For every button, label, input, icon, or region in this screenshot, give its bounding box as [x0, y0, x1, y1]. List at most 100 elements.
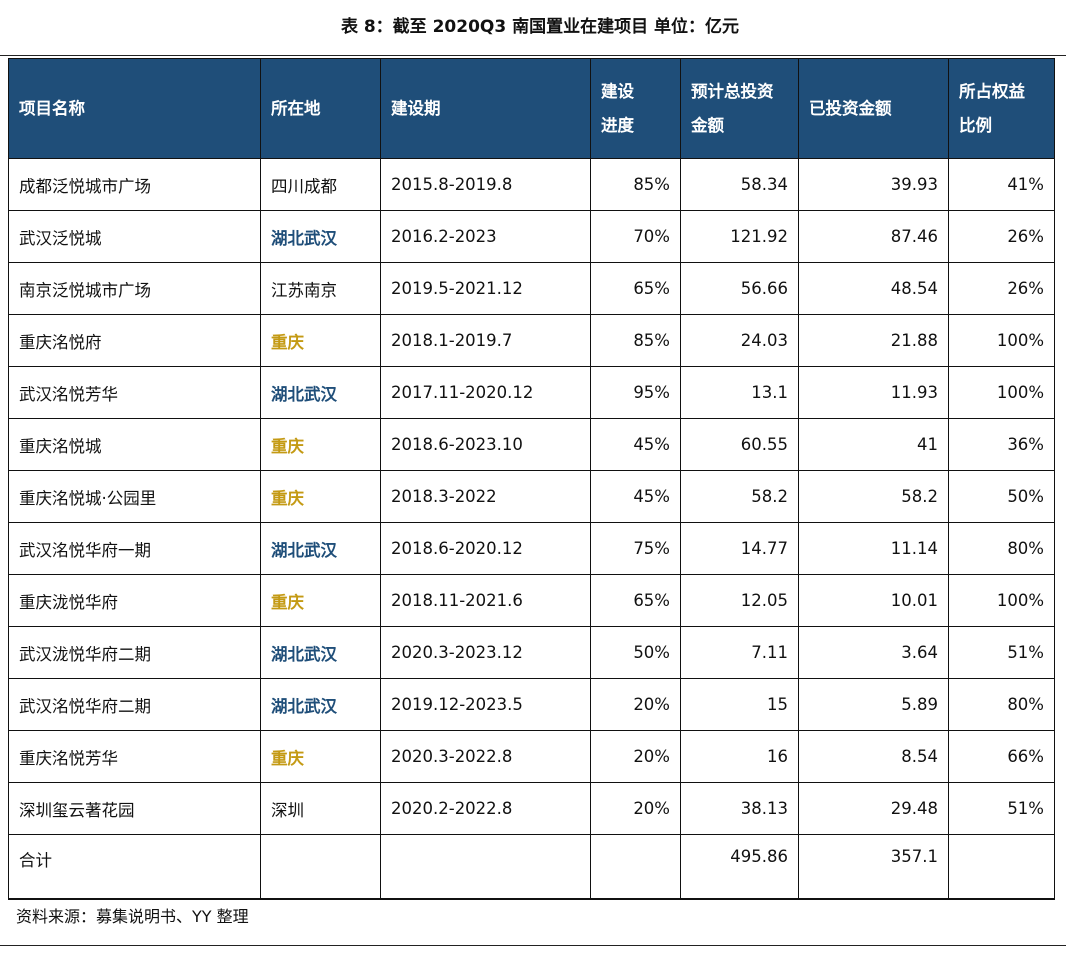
table-cell: 20%: [590, 782, 681, 835]
table-cell: 75%: [590, 522, 681, 575]
table-cell: 8.54: [798, 730, 949, 783]
table-row: 成都泛悦城市广场 四川成都 2015.8-2019.8 85% 58.34 39.93 41…: [8, 158, 1055, 211]
table-cell: 85%: [590, 314, 681, 367]
table-cell: 495.86: [680, 834, 799, 900]
table-cell: 58.34: [680, 158, 799, 211]
table-cell: 2018.3-2022: [380, 470, 591, 523]
header-cell: 建设期: [380, 58, 591, 159]
table-body: 成都泛悦城市广场 四川成都 2015.8-2019.8 85% 58.34 39.93 41…: [8, 158, 1055, 900]
table: 项目名称 所在地 建设期 建设 进度 预计总投资 金额 已投资金额 所占权益 比例 成都泛悦…: [8, 58, 1055, 900]
table-cell: 四川成都: [260, 158, 381, 211]
table-cell: 重庆: [260, 574, 381, 627]
table-cell: 2019.5-2021.12: [380, 262, 591, 315]
table-row: 合计 495.86 357.1: [8, 834, 1055, 900]
table-cell: 武汉洺悦华府二期: [8, 678, 261, 731]
table-cell: 87.46: [798, 210, 949, 263]
table-cell: 武汉洺悦芳华: [8, 366, 261, 419]
table-cell: 51%: [948, 782, 1055, 835]
table-cell: 48.54: [798, 262, 949, 315]
table-cell: 重庆: [260, 418, 381, 471]
table-cell: 2015.8-2019.8: [380, 158, 591, 211]
header-cell: 项目名称: [8, 58, 261, 159]
table-cell: 58.2: [680, 470, 799, 523]
table-cell: 2017.11-2020.12: [380, 366, 591, 419]
table-cell: 重庆洺悦府: [8, 314, 261, 367]
rule: [0, 945, 1066, 946]
table-cell: 2016.2-2023: [380, 210, 591, 263]
table-cell: 58.2: [798, 470, 949, 523]
table-cell: 100%: [948, 574, 1055, 627]
table-cell: 深圳: [260, 782, 381, 835]
table-cell: 重庆: [260, 314, 381, 367]
rule: [0, 55, 1066, 56]
table-cell: 2020.3-2022.8: [380, 730, 591, 783]
table-cell: 45%: [590, 470, 681, 523]
table-row: 重庆洺悦府 重庆 2018.1-2019.7 85% 24.03 21.88 100%: [8, 314, 1055, 367]
header-cell: 建设 进度: [590, 58, 681, 159]
table-cell: 16: [680, 730, 799, 783]
table-cell: 深圳玺云著花园: [8, 782, 261, 835]
table-row: 重庆洺悦芳华 重庆 2020.3-2022.8 20% 16 8.54 66%: [8, 730, 1055, 783]
table-cell: 湖北武汉: [260, 522, 381, 575]
table-cell: 重庆洺悦芳华: [8, 730, 261, 783]
table-cell: 2019.12-2023.5: [380, 678, 591, 731]
table-row: 深圳玺云著花园 深圳 2020.2-2022.8 20% 38.13 29.48 51%: [8, 782, 1055, 835]
table-cell: 41: [798, 418, 949, 471]
table-cell: 65%: [590, 574, 681, 627]
table-cell: 70%: [590, 210, 681, 263]
table-row: 武汉泛悦城 湖北武汉 2016.2-2023 70% 121.92 87.46 26%: [8, 210, 1055, 263]
table-cell: 11.14: [798, 522, 949, 575]
table-cell: 60.55: [680, 418, 799, 471]
table-cell: 50%: [948, 470, 1055, 523]
table-cell: 武汉洺悦华府一期: [8, 522, 261, 575]
table-cell: 20%: [590, 678, 681, 731]
table-cell: 重庆: [260, 470, 381, 523]
table-cell: 12.05: [680, 574, 799, 627]
table-cell: 20%: [590, 730, 681, 783]
table-cell: 11.93: [798, 366, 949, 419]
table-cell: 武汉泛悦城: [8, 210, 261, 263]
table-cell: 26%: [948, 262, 1055, 315]
table-title: 表 8：截至 2020Q3 南国置业在建项目 单位：亿元: [340, 17, 740, 37]
table-cell: 武汉泷悦华府二期: [8, 626, 261, 679]
table-row: 重庆泷悦华府 重庆 2018.11-2021.6 65% 12.05 10.01 100%: [8, 574, 1055, 627]
table-cell: 85%: [590, 158, 681, 211]
table-cell: 29.48: [798, 782, 949, 835]
table-cell: 80%: [948, 522, 1055, 575]
table-cell: 51%: [948, 626, 1055, 679]
table-cell: 湖北武汉: [260, 210, 381, 263]
table-cell: 121.92: [680, 210, 799, 263]
table-cell: 45%: [590, 418, 681, 471]
table-cell: 2018.11-2021.6: [380, 574, 591, 627]
table-cell: 95%: [590, 366, 681, 419]
header-cell: 所占权益 比例: [948, 58, 1055, 159]
table-cell: 重庆: [260, 730, 381, 783]
table-cell: 39.93: [798, 158, 949, 211]
table-cell: 湖北武汉: [260, 626, 381, 679]
table-cell: 357.1: [798, 834, 949, 900]
table-row: 南京泛悦城市广场 江苏南京 2019.5-2021.12 65% 56.66 48.54 2…: [8, 262, 1055, 315]
table-cell: 56.66: [680, 262, 799, 315]
table-cell: 重庆泷悦华府: [8, 574, 261, 627]
header-cell: 已投资金额: [798, 58, 949, 159]
table-row: 重庆洺悦城 重庆 2018.6-2023.10 45% 60.55 41 36%: [8, 418, 1055, 471]
table-cell: 21.88: [798, 314, 949, 367]
table-cell: 2018.1-2019.7: [380, 314, 591, 367]
table-row: 武汉洺悦华府一期 湖北武汉 2018.6-2020.12 75% 14.77 11.14 8…: [8, 522, 1055, 575]
table-cell: 南京泛悦城市广场: [8, 262, 261, 315]
table-cell: 41%: [948, 158, 1055, 211]
table-cell: 80%: [948, 678, 1055, 731]
table-cell: 24.03: [680, 314, 799, 367]
table-cell: 重庆洺悦城: [8, 418, 261, 471]
table-cell: 65%: [590, 262, 681, 315]
source-note: 资料来源：募集说明书、YY 整理: [16, 907, 249, 926]
header-row: 项目名称 所在地 建设期 建设 进度 预计总投资 金额 已投资金额 所占权益 比例: [8, 58, 1055, 159]
table-cell: 3.64: [798, 626, 949, 679]
table-cell: 江苏南京: [260, 262, 381, 315]
table-cell: 湖北武汉: [260, 678, 381, 731]
table-cell: 重庆洺悦城·公园里: [8, 470, 261, 523]
table-cell: 合计: [8, 834, 261, 900]
table-cell: 26%: [948, 210, 1055, 263]
table-cell: 2020.3-2023.12: [380, 626, 591, 679]
